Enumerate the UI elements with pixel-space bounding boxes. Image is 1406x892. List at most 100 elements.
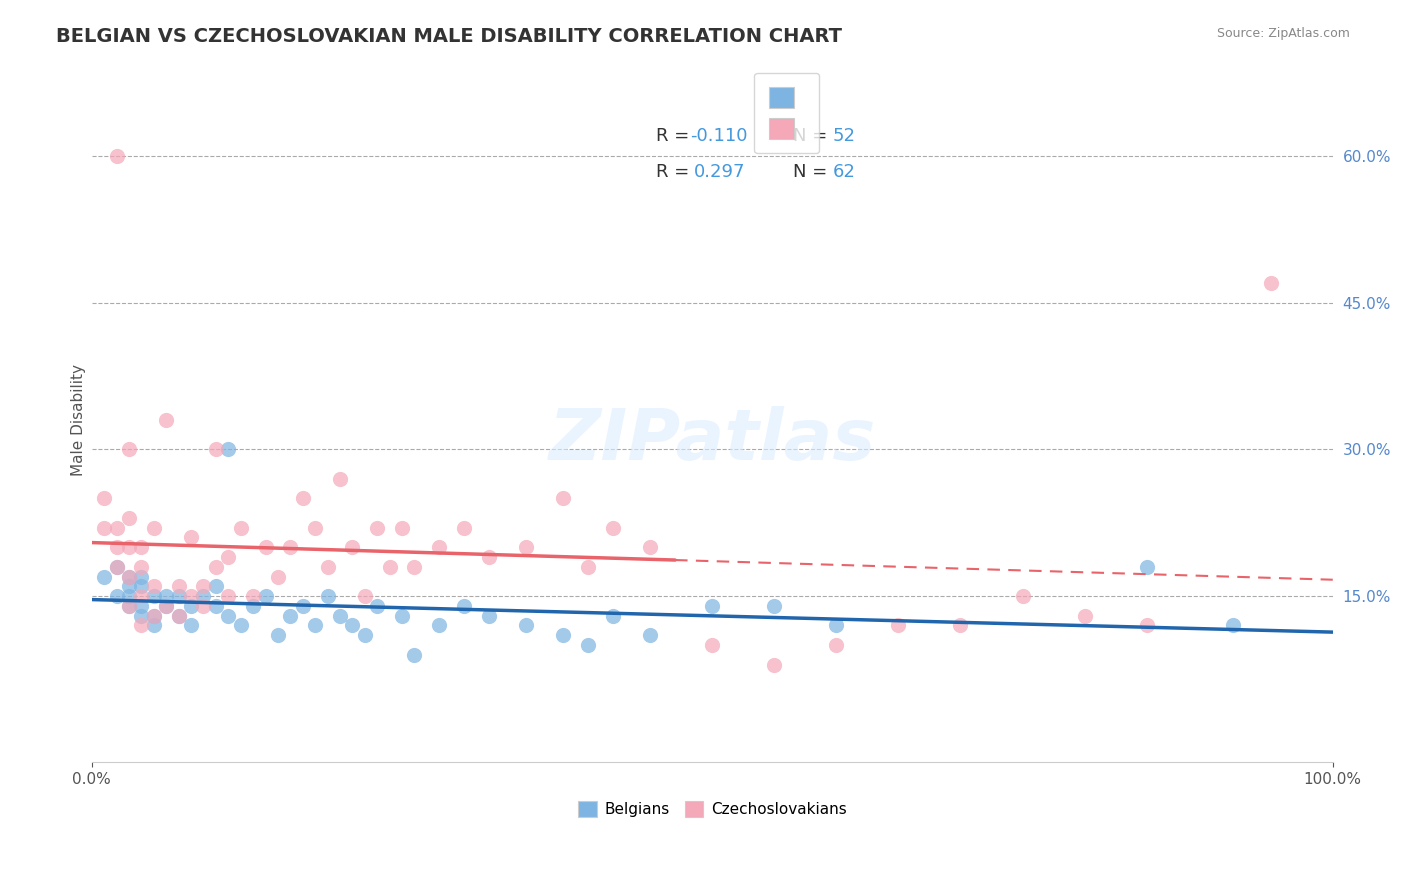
- Point: [131, 618, 153, 632]
- Point: [1222, 618, 1244, 632]
- Point: [366, 520, 388, 534]
- Point: [217, 549, 239, 564]
- Legend: Belgians, Czechoslovakians: Belgians, Czechoslovakians: [572, 795, 852, 823]
- Point: [167, 579, 190, 593]
- Point: [217, 589, 239, 603]
- Point: [118, 510, 141, 524]
- Point: [131, 559, 153, 574]
- Point: [576, 638, 599, 652]
- Point: [105, 540, 128, 554]
- Point: [118, 569, 141, 583]
- Point: [142, 520, 165, 534]
- Point: [105, 520, 128, 534]
- Point: [391, 608, 413, 623]
- Point: [267, 628, 290, 642]
- Text: 52: 52: [832, 127, 856, 145]
- Point: [602, 520, 624, 534]
- Point: [887, 618, 910, 632]
- Point: [453, 520, 475, 534]
- Text: N =: N =: [793, 163, 832, 181]
- Point: [366, 599, 388, 613]
- Text: R =: R =: [657, 127, 696, 145]
- Point: [602, 608, 624, 623]
- Text: R =: R =: [657, 163, 696, 181]
- Point: [118, 540, 141, 554]
- Point: [142, 608, 165, 623]
- Point: [478, 549, 501, 564]
- Point: [205, 442, 228, 457]
- Point: [180, 589, 202, 603]
- Point: [391, 520, 413, 534]
- Point: [515, 540, 537, 554]
- Point: [180, 530, 202, 544]
- Point: [193, 579, 215, 593]
- Point: [553, 491, 575, 506]
- Point: [242, 589, 264, 603]
- Text: BELGIAN VS CZECHOSLOVAKIAN MALE DISABILITY CORRELATION CHART: BELGIAN VS CZECHOSLOVAKIAN MALE DISABILI…: [56, 27, 842, 45]
- Point: [291, 599, 314, 613]
- Point: [280, 608, 302, 623]
- Point: [93, 569, 115, 583]
- Point: [131, 540, 153, 554]
- Point: [229, 618, 252, 632]
- Point: [142, 608, 165, 623]
- Point: [515, 618, 537, 632]
- Text: -0.110: -0.110: [690, 127, 748, 145]
- Point: [304, 520, 326, 534]
- Point: [167, 608, 190, 623]
- Point: [1073, 608, 1095, 623]
- Point: [155, 599, 177, 613]
- Point: [229, 520, 252, 534]
- Point: [205, 579, 228, 593]
- Point: [205, 559, 228, 574]
- Point: [155, 413, 177, 427]
- Point: [949, 618, 972, 632]
- Point: [427, 618, 450, 632]
- Point: [142, 589, 165, 603]
- Point: [638, 628, 661, 642]
- Text: Source: ZipAtlas.com: Source: ZipAtlas.com: [1216, 27, 1350, 40]
- Point: [353, 628, 375, 642]
- Point: [280, 540, 302, 554]
- Point: [142, 618, 165, 632]
- Point: [1136, 559, 1159, 574]
- Point: [254, 589, 277, 603]
- Point: [167, 589, 190, 603]
- Point: [93, 520, 115, 534]
- Point: [131, 569, 153, 583]
- Point: [105, 559, 128, 574]
- Point: [576, 559, 599, 574]
- Point: [427, 540, 450, 554]
- Point: [404, 648, 426, 662]
- Point: [702, 638, 724, 652]
- Point: [342, 618, 364, 632]
- Point: [353, 589, 375, 603]
- Point: [167, 608, 190, 623]
- Point: [329, 472, 352, 486]
- Point: [105, 149, 128, 163]
- Text: 62: 62: [832, 163, 855, 181]
- Point: [1011, 589, 1033, 603]
- Y-axis label: Male Disability: Male Disability: [72, 364, 86, 476]
- Point: [155, 599, 177, 613]
- Point: [131, 589, 153, 603]
- Point: [342, 540, 364, 554]
- Point: [155, 589, 177, 603]
- Point: [763, 599, 786, 613]
- Point: [702, 599, 724, 613]
- Point: [131, 608, 153, 623]
- Point: [217, 608, 239, 623]
- Point: [1260, 276, 1282, 290]
- Text: N =: N =: [793, 127, 832, 145]
- Point: [1136, 618, 1159, 632]
- Point: [316, 559, 339, 574]
- Point: [180, 599, 202, 613]
- Point: [763, 657, 786, 672]
- Text: 0.297: 0.297: [693, 163, 745, 181]
- Point: [329, 608, 352, 623]
- Point: [217, 442, 239, 457]
- Point: [478, 608, 501, 623]
- Text: ZIPatlas: ZIPatlas: [548, 406, 876, 475]
- Point: [193, 589, 215, 603]
- Point: [118, 569, 141, 583]
